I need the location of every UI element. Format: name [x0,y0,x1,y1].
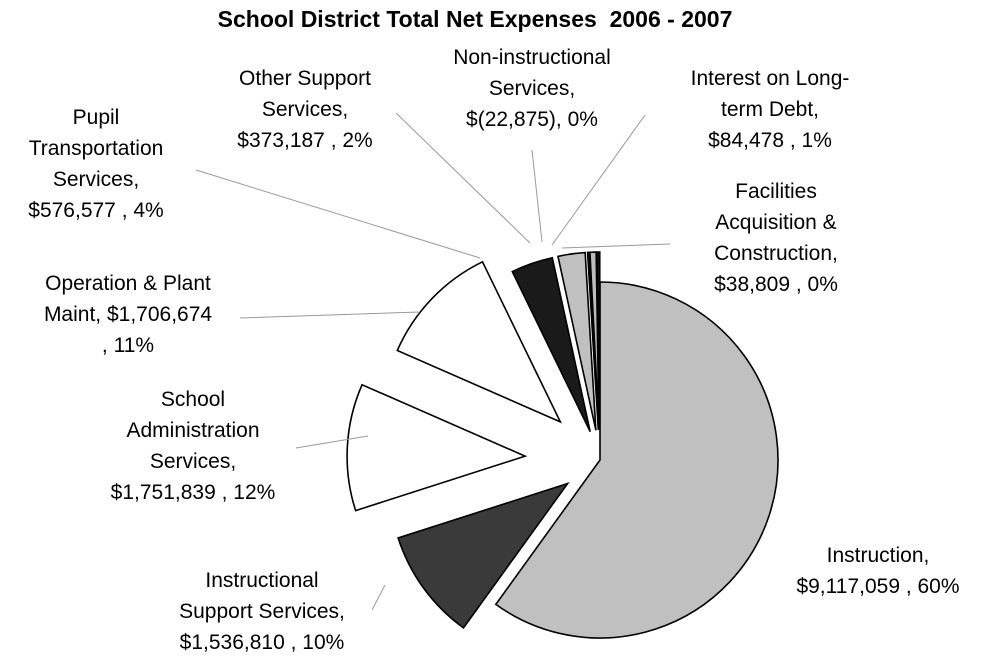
leader-line [395,112,531,244]
slice-label-line: School [161,388,225,411]
leader-line [239,311,421,319]
leader-line [561,243,671,249]
leader-line [195,169,481,259]
slice-label-line: $84,478 , 1% [708,129,832,152]
slice-label-line: Services, [489,77,575,100]
leader-lines [195,112,671,611]
leader-line [295,435,369,449]
slice-label-line: Interest on Long- [691,67,850,90]
slice-label-line: Instruction, [827,544,930,567]
pie-slices [346,251,779,639]
slice-label-line: Services, [262,98,348,121]
chart-title: School District Total Net Expenses 2006 … [218,6,733,32]
slice-label-line: Non-instructional [453,46,611,69]
slice-label-line: $9,117,059 , 60% [796,575,959,598]
slice-label: Operation & Plant Maint, $1,706,674 , 11% [44,272,212,357]
slice-label-line: Acquisition & [715,211,836,234]
slice-label: Interest on Long-term Debt, $84,478 , 1% [691,67,850,152]
slice-label-line: Maint, $1,706,674 [44,303,212,326]
slice-label-line: $38,809 , 0% [714,273,838,296]
slice-label-line: Facilities [735,180,817,203]
slice-label-line: Other Support [239,67,371,90]
slice-label-line: $(22,875), 0% [466,108,598,131]
slice-label-line: Construction, [714,242,838,265]
pie-slice-instructional-support-services [397,482,570,629]
slice-label-line: term Debt, [721,98,819,121]
slice-label-line: Instructional [205,569,318,592]
pie-slice-instruction [494,281,779,639]
slice-label: Pupil Transportation Services, $576,577 , 4… [28,106,163,222]
slice-label-line: Operation & Plant [45,272,211,295]
slice-label-line: Support Services, [179,600,345,623]
pie-slice-school-administration-services [346,383,528,512]
leader-line [531,149,543,243]
slice-label-line: Pupil [73,106,120,129]
pie-slice-operation-plant-maint [396,260,563,424]
slice-label: School Administration Services, $1,751,839 … [111,388,276,504]
slice-label-line: $1,751,839 , 12% [111,481,276,504]
slice-label-line: Services, [53,168,139,191]
leader-line [551,114,646,246]
slice-label: Non-instructional Services, $(22,875), 0% [453,46,611,131]
slice-label: Facilities Acquisition & Construction, $38,… [714,180,838,296]
slice-label-line: Administration [126,419,259,442]
slice-label-line: $1,536,810 , 10% [180,631,345,654]
leader-line [371,584,386,611]
slice-label-line: , 11% [102,334,154,357]
slice-label-line: Transportation [29,137,164,160]
pie-slice-other-support-services [557,251,597,431]
slice-labels: Instruction, $9,117,059 , 60% Instructiona… [28,46,959,654]
slice-label: Instruction, $9,117,059 , 60% [796,544,959,598]
slice-label-line: $373,187 , 2% [237,129,372,152]
slice-label: Other Support Services, $373,187 , 2% [237,67,372,152]
slice-label: Instructional Support Services, $1,536,810… [179,569,345,654]
pie-slice-pupil-transportation-services [511,256,591,433]
slice-label-line: Services, [150,450,236,473]
pie-slice-facilities-acquisition-construction [596,251,601,431]
slice-label-line: $576,577 , 4% [28,199,163,222]
